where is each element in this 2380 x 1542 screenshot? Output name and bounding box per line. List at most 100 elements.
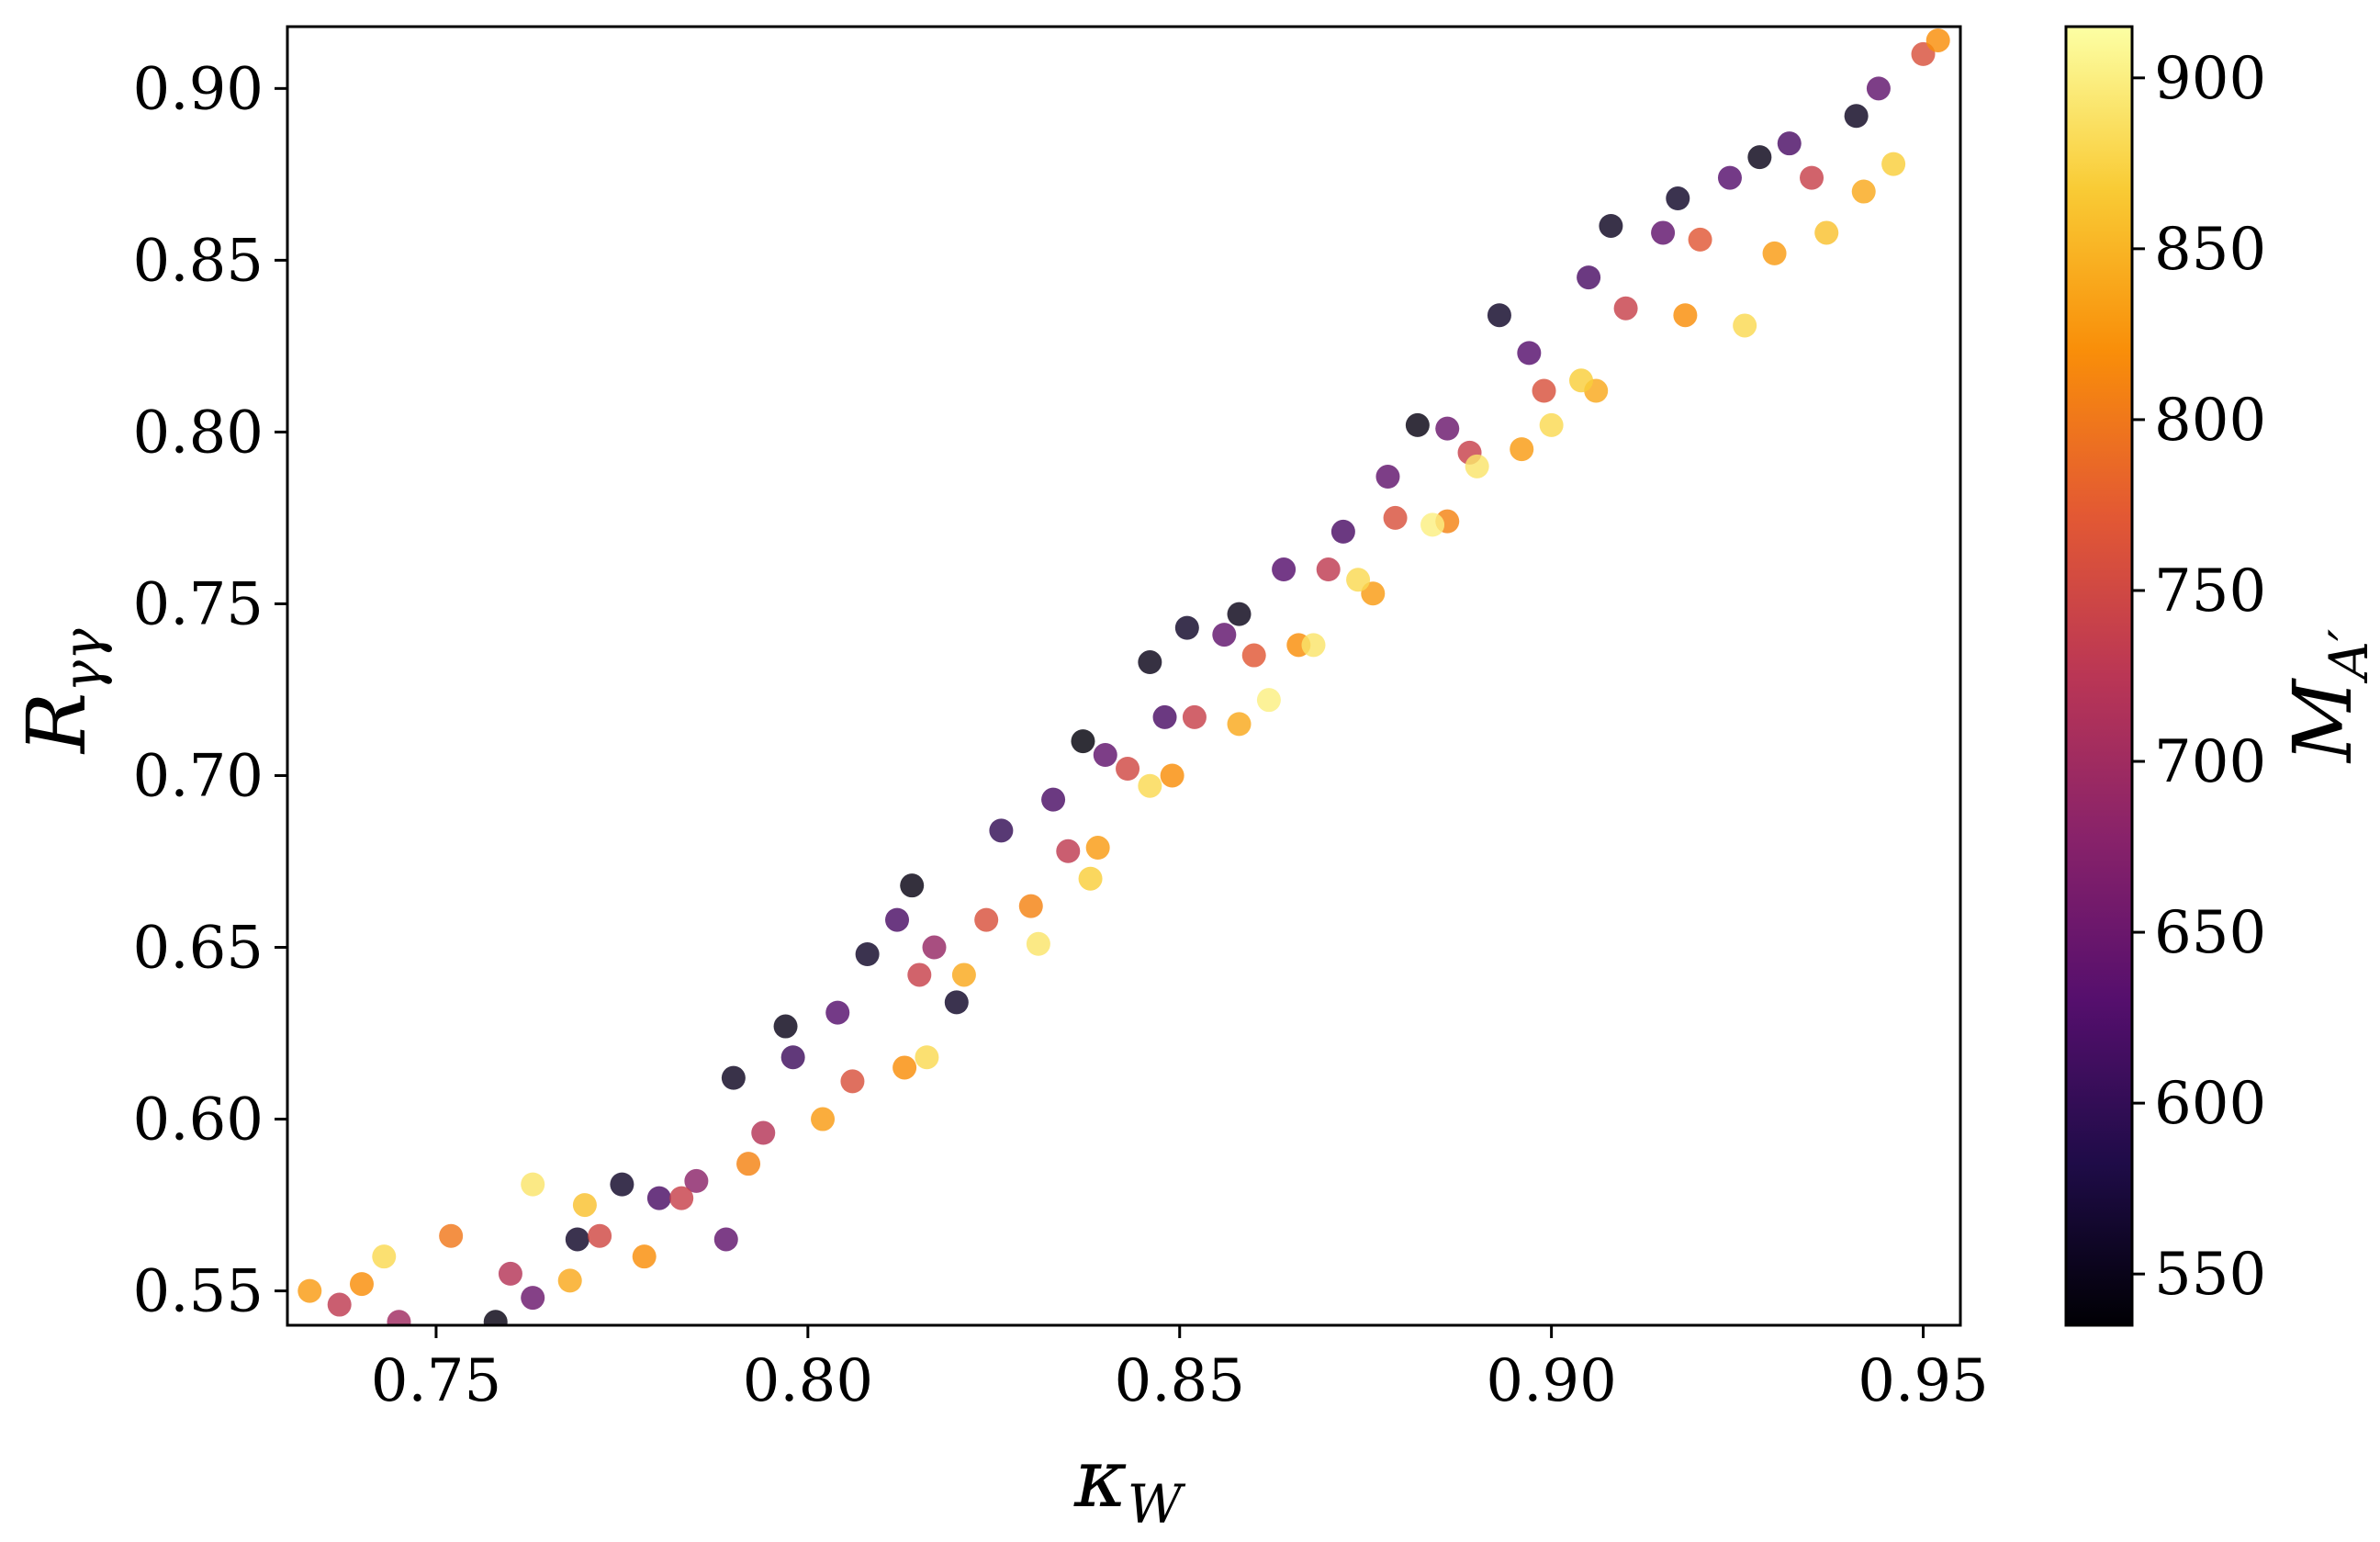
data-point	[1116, 757, 1140, 781]
data-point	[840, 1069, 865, 1094]
y-tick-label: 0.85	[133, 227, 264, 295]
colorbar-label: MA′	[2275, 629, 2380, 764]
data-point	[1851, 179, 1876, 204]
data-point	[1182, 704, 1207, 729]
data-point	[989, 818, 1014, 843]
data-point	[1733, 313, 1757, 338]
colorbar-tick-label: 850	[2154, 216, 2266, 284]
data-point	[632, 1244, 657, 1269]
data-point	[1241, 643, 1266, 668]
x-tick-label: 0.95	[1858, 1347, 1989, 1415]
data-point	[1041, 787, 1066, 812]
y-axis-ticks: 0.55 0.60 0.65 0.70 0.75 0.80 0.85 0.90	[133, 55, 287, 1326]
data-point	[1330, 519, 1355, 544]
data-point	[1577, 265, 1601, 290]
colorbar-tick-label: 600	[2154, 1070, 2266, 1138]
data-point	[944, 990, 969, 1015]
data-point	[1256, 688, 1281, 713]
y-tick-label: 0.60	[133, 1086, 264, 1154]
data-point	[327, 1292, 352, 1317]
data-point	[1174, 615, 1199, 640]
colorbar-tick-label: 800	[2154, 387, 2266, 455]
y-tick-label: 0.65	[133, 915, 264, 983]
data-point	[1881, 152, 1906, 176]
y-tick-label: 0.55	[133, 1258, 264, 1326]
data-point	[1383, 505, 1408, 530]
data-point	[811, 1107, 836, 1131]
data-point	[1056, 839, 1081, 863]
data-point	[684, 1168, 709, 1193]
data-point	[1212, 623, 1237, 647]
data-point	[1227, 602, 1252, 626]
data-point	[1227, 712, 1252, 737]
data-point	[773, 1014, 798, 1039]
data-point	[1420, 512, 1445, 537]
data-point	[1405, 412, 1430, 437]
data-point	[1814, 220, 1839, 245]
data-point	[1316, 557, 1341, 582]
data-point	[565, 1227, 589, 1252]
data-point	[1539, 412, 1564, 437]
data-point	[1026, 931, 1050, 956]
data-point	[1777, 131, 1802, 156]
data-point	[1487, 303, 1511, 328]
data-point	[1018, 894, 1043, 918]
x-tick-label: 0.75	[371, 1347, 502, 1415]
data-point	[298, 1278, 322, 1303]
x-tick-label: 0.85	[1114, 1347, 1245, 1415]
data-point	[1272, 557, 1297, 582]
data-point	[900, 873, 925, 898]
colorbar	[2064, 25, 2134, 1327]
y-tick-label: 0.70	[133, 742, 264, 810]
x-axis-ticks: 0.75 0.80 0.85 0.90 0.95	[371, 1325, 1989, 1415]
data-point	[557, 1268, 582, 1293]
y-axis-label: Rγγ	[9, 628, 114, 755]
data-point	[1717, 165, 1742, 190]
data-point	[1613, 296, 1638, 321]
data-point	[1301, 633, 1326, 658]
data-point	[521, 1286, 545, 1311]
data-point	[1866, 76, 1891, 101]
data-point	[1071, 729, 1095, 754]
colorbar-tick-label: 700	[2154, 728, 2266, 796]
data-point	[1093, 743, 1117, 768]
data-point	[1375, 465, 1400, 490]
colorbar-tick-label: 750	[2154, 557, 2266, 625]
data-point	[1085, 836, 1110, 861]
data-point	[922, 935, 947, 960]
data-point	[1435, 416, 1460, 441]
data-point	[825, 1000, 850, 1025]
data-point	[1747, 145, 1772, 170]
data-point	[439, 1223, 464, 1248]
data-point	[1465, 454, 1489, 478]
data-point	[1844, 104, 1869, 129]
y-tick-label: 0.75	[133, 570, 264, 638]
data-point	[1762, 241, 1787, 265]
data-point	[1517, 341, 1542, 366]
data-point	[498, 1261, 522, 1286]
data-point	[646, 1186, 671, 1210]
data-point	[1925, 28, 1950, 52]
data-point	[892, 1055, 917, 1080]
colorbar-tick-label: 550	[2154, 1241, 2266, 1309]
data-point	[855, 942, 880, 966]
data-point	[572, 1193, 597, 1218]
data-point	[610, 1172, 634, 1197]
data-point	[1138, 773, 1162, 798]
colorbar-ticks: 550 600 650 700 750 800 850 900	[2132, 45, 2266, 1309]
x-axis-label: κW	[1073, 1431, 1186, 1536]
data-point	[885, 907, 910, 932]
data-point	[1152, 704, 1177, 729]
data-point	[974, 907, 999, 932]
data-point	[721, 1065, 746, 1090]
y-tick-label: 0.90	[133, 55, 264, 123]
data-point	[1599, 213, 1623, 238]
colorbar-tick-label: 650	[2154, 899, 2266, 967]
data-point	[669, 1186, 694, 1210]
data-point	[349, 1272, 374, 1297]
data-point	[1078, 866, 1103, 891]
data-point	[521, 1172, 545, 1197]
data-point	[588, 1223, 612, 1248]
data-point	[1510, 437, 1534, 462]
